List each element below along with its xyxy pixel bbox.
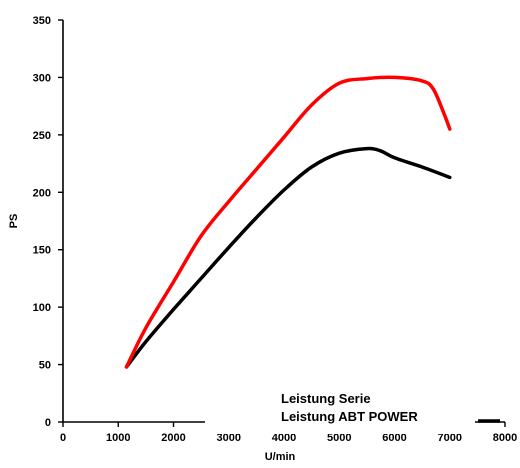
- y-tick-label: 200: [33, 187, 51, 199]
- series-line-1: [124, 75, 452, 369]
- x-tick-label: 7000: [438, 432, 462, 444]
- y-tick-label: 50: [39, 360, 51, 372]
- x-axis-title: U/min: [265, 451, 296, 463]
- x-tick-label: 5000: [327, 432, 351, 444]
- series-line-0: [124, 146, 452, 369]
- y-axis-title: PS: [8, 214, 20, 229]
- tick-labels: 0 50 100 150 200 250 300 350 0 1000 2000 3000 4000 50…: [33, 15, 518, 444]
- x-tick-label: 1000: [106, 432, 130, 444]
- x-tick-label: 0: [60, 432, 66, 444]
- legend-label-1: Leistung ABT POWER: [281, 409, 418, 424]
- series-lines: [124, 75, 452, 369]
- y-tick-label: 150: [33, 245, 51, 257]
- x-tick-label: 8000: [493, 432, 517, 444]
- y-tick-label: 0: [45, 417, 51, 429]
- x-tick-label: 6000: [382, 432, 406, 444]
- legend: Leistung Serie Leistung ABT POWER: [281, 391, 500, 424]
- x-tick-label: 4000: [272, 432, 296, 444]
- y-tick-label: 250: [33, 130, 51, 142]
- y-tick-label: 300: [33, 72, 51, 84]
- y-tick-label: 350: [33, 15, 51, 27]
- x-tick-label: 2000: [161, 432, 185, 444]
- legend-background: [205, 384, 475, 434]
- y-tick-label: 100: [33, 302, 51, 314]
- x-tick-label: 3000: [217, 432, 241, 444]
- legend-label-0: Leistung Serie: [281, 391, 371, 406]
